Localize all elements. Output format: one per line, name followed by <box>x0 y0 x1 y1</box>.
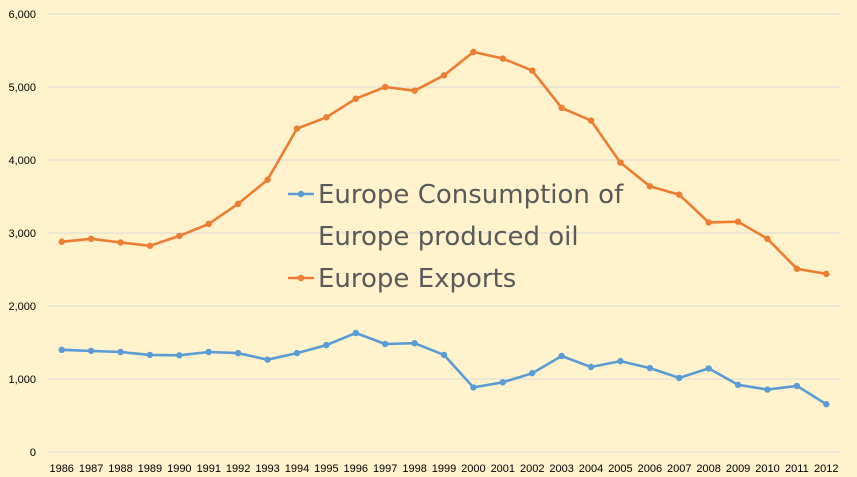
x-tick-label: 2010 <box>755 463 779 475</box>
x-tick-label: 2003 <box>549 463 573 475</box>
x-tick-label: 1989 <box>138 463 162 475</box>
data-point <box>117 348 124 356</box>
data-point <box>352 329 359 337</box>
y-tick-label: 0 <box>30 447 36 459</box>
x-tick-label: 1987 <box>79 463 103 475</box>
data-point <box>146 351 154 359</box>
data-point <box>264 176 271 183</box>
data-point <box>234 200 242 207</box>
data-point <box>705 219 712 226</box>
data-point <box>470 384 477 391</box>
data-point <box>58 346 65 353</box>
data-point <box>558 104 565 112</box>
x-tick-label: 2001 <box>491 463 515 475</box>
data-point <box>823 400 830 408</box>
data-point <box>705 365 712 372</box>
data-point <box>205 220 212 228</box>
data-point <box>529 369 536 377</box>
data-point <box>176 352 183 359</box>
data-point <box>323 114 330 121</box>
data-point <box>411 340 418 347</box>
data-point <box>352 95 359 102</box>
data-point <box>293 125 301 132</box>
data-point <box>587 363 595 371</box>
legend-label-1: Europe Exports <box>318 264 516 294</box>
x-tick-label: 2007 <box>667 463 691 475</box>
legend: Europe Consumption of Europe produced oil… <box>288 180 624 294</box>
y-tick-label: 2,000 <box>8 301 36 313</box>
series-lines <box>58 48 830 408</box>
data-point <box>87 235 95 243</box>
x-tick-label: 1994 <box>285 463 309 475</box>
x-tick-label: 2008 <box>696 463 720 475</box>
data-point <box>734 381 742 389</box>
data-point <box>529 67 536 74</box>
y-axis-tick-labels: 0 1,000 2,000 3,000 4,000 5,000 6,000 <box>8 9 36 459</box>
data-point <box>440 72 448 79</box>
legend-label-0: Europe produced oil <box>318 222 579 252</box>
x-tick-label: 2005 <box>608 463 632 475</box>
data-point <box>823 270 830 278</box>
data-point <box>146 242 154 249</box>
y-tick-label: 3,000 <box>8 228 36 240</box>
data-point <box>440 351 448 359</box>
data-point <box>676 191 683 198</box>
data-point <box>499 379 507 386</box>
x-tick-label: 1988 <box>108 463 132 475</box>
data-point <box>734 218 742 225</box>
legend-marker-0 <box>297 190 305 198</box>
data-point <box>264 356 271 363</box>
data-point <box>58 238 65 245</box>
x-tick-label: 2009 <box>726 463 750 475</box>
x-tick-label: 1992 <box>226 463 250 475</box>
x-tick-label: 1991 <box>196 463 220 475</box>
data-point <box>558 352 565 360</box>
x-tick-label: 1996 <box>344 463 368 475</box>
x-tick-label: 1993 <box>255 463 279 475</box>
x-tick-label: 2002 <box>520 463 544 475</box>
data-point <box>499 55 507 62</box>
data-point <box>234 349 242 357</box>
x-tick-label: 1995 <box>314 463 338 475</box>
data-point <box>646 364 654 372</box>
x-tick-label: 2004 <box>579 463 603 475</box>
x-tick-label: 1998 <box>402 463 426 475</box>
x-tick-label: 2006 <box>638 463 662 475</box>
data-point <box>323 341 330 349</box>
data-point <box>587 117 595 124</box>
x-axis-tick-labels: 1986 1987 1988 1989 1990 1991 1992 1993 1994 1995… <box>49 463 838 475</box>
x-tick-label: 1986 <box>49 463 73 475</box>
x-tick-label: 1997 <box>373 463 397 475</box>
x-tick-label: 1990 <box>167 463 191 475</box>
data-point <box>793 382 801 390</box>
data-point <box>764 235 771 243</box>
data-point <box>764 386 771 393</box>
data-point <box>293 349 301 357</box>
data-point <box>176 232 183 240</box>
y-tick-label: 5,000 <box>8 82 36 94</box>
y-tick-label: 4,000 <box>8 155 36 167</box>
legend-label-0: Europe Consumption of <box>318 180 624 210</box>
y-tick-label: 6,000 <box>8 9 36 21</box>
data-point <box>617 159 624 166</box>
legend-marker-1 <box>297 274 305 282</box>
data-point <box>793 265 801 272</box>
data-point <box>411 87 418 94</box>
y-tick-label: 1,000 <box>8 374 36 386</box>
data-point <box>381 340 389 348</box>
x-tick-label: 1999 <box>432 463 456 475</box>
x-tick-label: 2000 <box>461 463 485 475</box>
data-point <box>205 348 212 356</box>
data-point <box>617 357 624 365</box>
data-point <box>381 83 389 91</box>
data-point <box>117 239 124 246</box>
data-point <box>646 183 654 190</box>
data-point <box>676 374 683 382</box>
x-tick-label: 2011 <box>785 463 809 475</box>
x-tick-label: 2012 <box>814 463 838 475</box>
data-point <box>87 347 95 355</box>
data-point <box>470 48 477 56</box>
